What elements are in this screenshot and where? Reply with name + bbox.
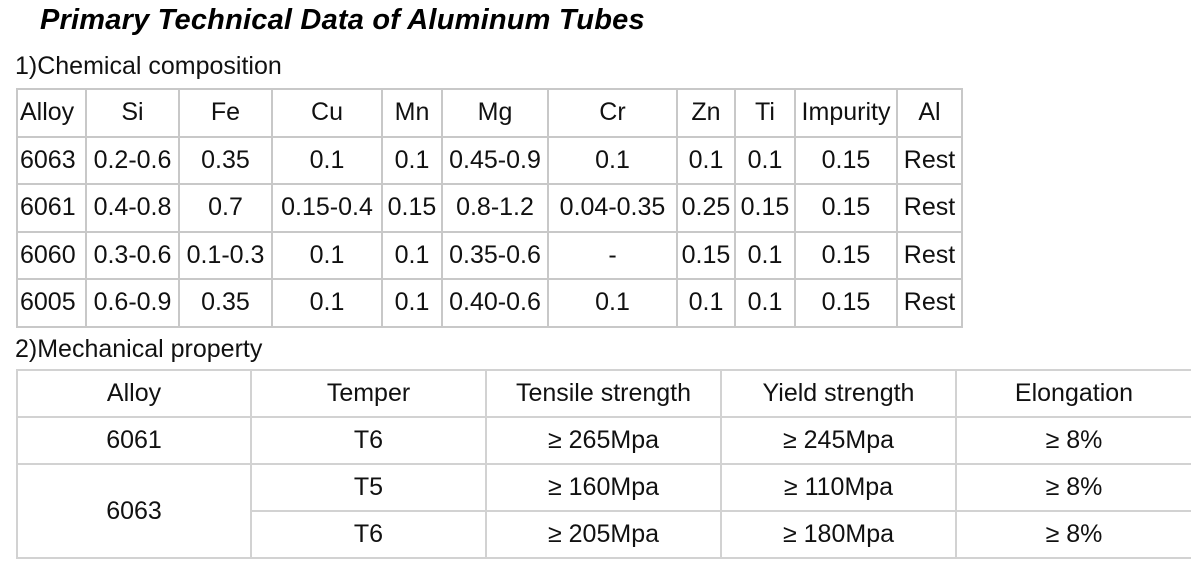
- header-cu: Cu: [271, 88, 383, 138]
- table-cell-temper: T5: [250, 463, 487, 512]
- table-cell-yield: ≥ 110Mpa: [720, 463, 957, 512]
- header-temper: Temper: [250, 369, 487, 418]
- table-cell-elongation: ≥ 8%: [955, 510, 1191, 559]
- table-cell: 0.1: [676, 135, 736, 185]
- table-cell: 6061: [16, 183, 87, 233]
- table-row: 6063 T5 ≥ 160Mpa ≥ 110Mpa ≥ 8%: [16, 463, 1191, 559]
- table-cell: 0.15: [734, 183, 796, 233]
- table-cell: Rest: [896, 135, 963, 185]
- table-cell: 0.1: [676, 278, 736, 328]
- header-alloy: Alloy: [16, 369, 252, 418]
- table-cell: 0.1: [381, 278, 443, 328]
- table-cell-elongation: ≥ 8%: [955, 463, 1191, 512]
- table-cell: 6005: [16, 278, 87, 328]
- header-cr: Cr: [547, 88, 678, 138]
- table-cell: 0.1: [271, 278, 383, 328]
- table-cell-yield: ≥ 180Mpa: [720, 510, 957, 559]
- table-row: 6061 0.4-0.8 0.7 0.15-0.4 0.15 0.8-1.2 0…: [16, 183, 963, 233]
- table-cell: 6063: [16, 135, 87, 185]
- header-elongation: Elongation: [955, 369, 1191, 418]
- table-cell: 0.1: [271, 135, 383, 185]
- table-cell-elongation: ≥ 8%: [955, 416, 1191, 465]
- header-al: Al: [896, 88, 963, 138]
- table-cell: 0.3-0.6: [85, 230, 180, 280]
- table-cell: 0.8-1.2: [441, 183, 549, 233]
- table-cell: 0.7: [178, 183, 273, 233]
- header-tensile-strength: Tensile strength: [485, 369, 722, 418]
- table-header-row: Alloy Temper Tensile strength Yield stre…: [16, 369, 1191, 418]
- header-ti: Ti: [734, 88, 796, 138]
- table-cell: 0.15: [381, 183, 443, 233]
- mechanical-property-table: Alloy Temper Tensile strength Yield stre…: [16, 369, 1191, 559]
- table-cell-alloy: 6061: [16, 416, 252, 465]
- table-cell: 0.35: [178, 278, 273, 328]
- table-cell: 0.35-0.6: [441, 230, 549, 280]
- table-cell: 0.15: [794, 230, 898, 280]
- table-cell: 0.1: [381, 230, 443, 280]
- chemical-composition-label: 1)Chemical composition: [15, 52, 282, 80]
- table-cell-tensile: ≥ 160Mpa: [485, 463, 722, 512]
- page-title: Primary Technical Data of Aluminum Tubes: [40, 4, 645, 36]
- table-cell: 6060: [16, 230, 87, 280]
- table-cell-temper: T6: [250, 510, 487, 559]
- table-cell: 0.4-0.8: [85, 183, 180, 233]
- table-cell-temper: T6: [250, 416, 487, 465]
- table-cell: Rest: [896, 183, 963, 233]
- table-cell: 0.1: [381, 135, 443, 185]
- table-cell-tensile: ≥ 205Mpa: [485, 510, 722, 559]
- table-cell: 0.35: [178, 135, 273, 185]
- table-cell: 0.25: [676, 183, 736, 233]
- table-cell-alloy: 6063: [16, 463, 252, 559]
- table-cell: -: [547, 230, 678, 280]
- table-cell: 0.1: [271, 230, 383, 280]
- table-cell: 0.15: [794, 135, 898, 185]
- header-si: Si: [85, 88, 180, 138]
- mechanical-property-label: 2)Mechanical property: [15, 335, 263, 363]
- chemical-composition-table: Alloy Si Fe Cu Mn Mg Cr Zn Ti Impurity A…: [16, 88, 963, 328]
- header-alloy: Alloy: [16, 88, 87, 138]
- table-header-row: Alloy Si Fe Cu Mn Mg Cr Zn Ti Impurity A…: [16, 88, 963, 138]
- header-fe: Fe: [178, 88, 273, 138]
- table-cell-tensile: ≥ 265Mpa: [485, 416, 722, 465]
- header-zn: Zn: [676, 88, 736, 138]
- table-cell: 0.2-0.6: [85, 135, 180, 185]
- table-cell: 0.40-0.6: [441, 278, 549, 328]
- table-row: 6005 0.6-0.9 0.35 0.1 0.1 0.40-0.6 0.1 0…: [16, 278, 963, 328]
- table-cell: 0.6-0.9: [85, 278, 180, 328]
- table-cell: 0.1: [547, 278, 678, 328]
- table-cell: 0.1: [734, 230, 796, 280]
- table-cell: 0.15: [794, 183, 898, 233]
- table-cell: Rest: [896, 230, 963, 280]
- table-cell-yield: ≥ 245Mpa: [720, 416, 957, 465]
- table-row: 6061 T6 ≥ 265Mpa ≥ 245Mpa ≥ 8%: [16, 416, 1191, 465]
- header-mg: Mg: [441, 88, 549, 138]
- table-cell: 0.1: [734, 278, 796, 328]
- table-cell: 0.15: [676, 230, 736, 280]
- table-row: 6063 0.2-0.6 0.35 0.1 0.1 0.45-0.9 0.1 0…: [16, 135, 963, 185]
- table-cell: 0.1: [734, 135, 796, 185]
- table-cell: Rest: [896, 278, 963, 328]
- table-cell: 0.45-0.9: [441, 135, 549, 185]
- header-impurity: Impurity: [794, 88, 898, 138]
- table-cell: 0.15: [794, 278, 898, 328]
- table-cell: 0.1: [547, 135, 678, 185]
- table-row: 6060 0.3-0.6 0.1-0.3 0.1 0.1 0.35-0.6 - …: [16, 230, 963, 280]
- table-row: T6 ≥ 205Mpa ≥ 180Mpa ≥ 8%: [17, 510, 1191, 559]
- header-mn: Mn: [381, 88, 443, 138]
- table-cell: 0.15-0.4: [271, 183, 383, 233]
- table-cell: 0.1-0.3: [178, 230, 273, 280]
- table-cell: 0.04-0.35: [547, 183, 678, 233]
- header-yield-strength: Yield strength: [720, 369, 957, 418]
